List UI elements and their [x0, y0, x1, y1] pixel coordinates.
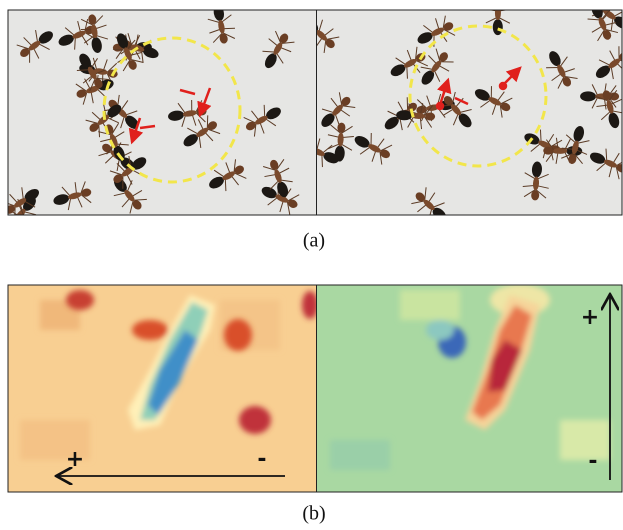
flow-left	[8, 285, 318, 492]
photo-left	[0, 3, 316, 236]
plus-sign: +	[66, 447, 84, 472]
caption: (b)	[302, 503, 325, 525]
plus-sign: +	[581, 305, 599, 330]
minus-sign: -	[257, 447, 266, 472]
figure: (a)	[0, 0, 623, 530]
photo-right	[297, 0, 623, 229]
flow-right	[317, 284, 622, 492]
caption: (a)	[303, 230, 325, 252]
minus-sign: -	[588, 449, 597, 474]
